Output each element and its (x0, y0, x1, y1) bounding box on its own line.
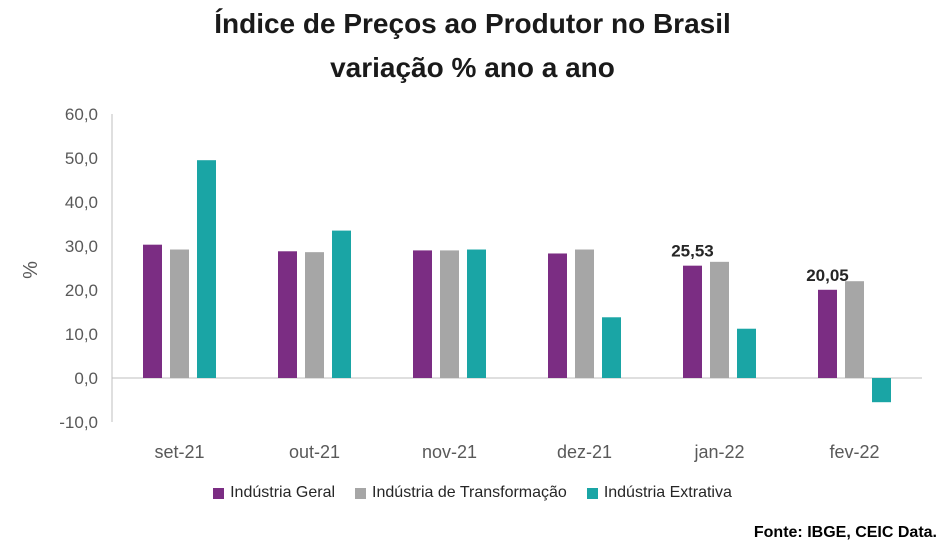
legend-label: Indústria Geral (230, 484, 336, 501)
bar (872, 378, 891, 403)
legend-item: Indústria Extrativa (586, 484, 732, 502)
data-label: 25,53 (671, 242, 714, 261)
x-tick-label: jan-22 (693, 442, 744, 462)
y-axis-label: % (20, 261, 42, 279)
bar (143, 244, 162, 378)
legend-item: Indústria Geral (213, 484, 335, 502)
legend: Indústria Geral Indústria de Transformaçã… (0, 484, 945, 504)
bar (710, 261, 729, 378)
data-label: 20,05 (806, 266, 849, 285)
legend-label: Indústria de Transformação (372, 484, 567, 501)
y-tick-label: -10,0 (59, 413, 98, 432)
bar (845, 281, 864, 378)
y-tick-label: 50,0 (65, 149, 98, 168)
bar (305, 252, 324, 378)
legend-swatch (355, 487, 367, 499)
y-tick-label: 30,0 (65, 237, 98, 256)
bar (197, 160, 216, 378)
bar (170, 249, 189, 378)
y-tick-label: 10,0 (65, 325, 98, 344)
legend-item: Indústria de Transformação (355, 484, 567, 502)
bar (332, 230, 351, 378)
y-tick-label: 60,0 (65, 105, 98, 124)
x-tick-label: out-21 (289, 442, 340, 462)
bar (737, 328, 756, 378)
bar (575, 249, 594, 378)
x-tick-label: dez-21 (557, 442, 612, 462)
x-tick-label: nov-21 (422, 442, 477, 462)
x-tick-label: set-21 (154, 442, 204, 462)
bar (413, 250, 432, 378)
bar (440, 250, 459, 378)
source-note: Fonte: IBGE, CEIC Data. (753, 524, 937, 541)
legend-swatch (586, 487, 598, 499)
bar (818, 289, 837, 378)
bar (278, 251, 297, 378)
bar (467, 249, 486, 378)
chart-subtitle: variação % ano a ano (330, 52, 615, 83)
legend-label: Indústria Extrativa (603, 484, 732, 501)
legend-swatch (213, 487, 225, 499)
bar (548, 253, 567, 378)
y-tick-label: 20,0 (65, 281, 98, 300)
y-tick-label: 0,0 (74, 369, 98, 388)
bar (602, 317, 621, 378)
chart-title: Índice de Preços ao Produtor no Brasil (214, 8, 731, 39)
bar (683, 265, 702, 378)
y-tick-label: 40,0 (65, 193, 98, 212)
x-tick-label: fev-22 (829, 442, 879, 462)
